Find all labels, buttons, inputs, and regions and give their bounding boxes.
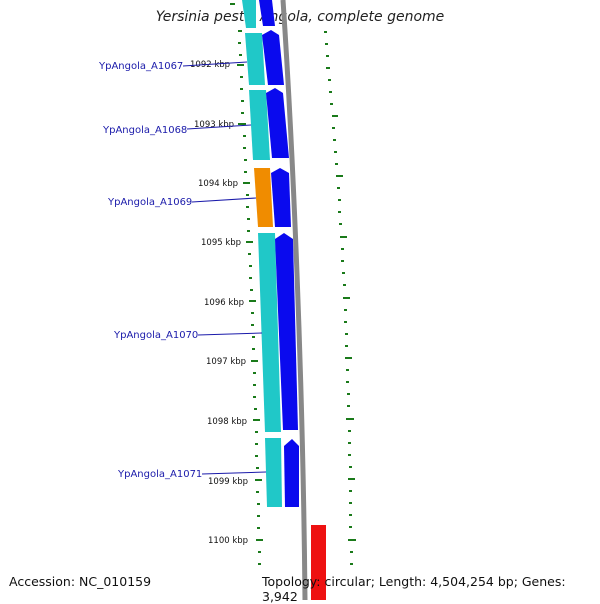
- tick-label: 1096 kbp: [204, 298, 244, 308]
- tick-label: 1095 kbp: [201, 238, 241, 248]
- gene-label-a1067[interactable]: YpAngola_A1067: [98, 61, 183, 72]
- cds-arrow-a1069: [271, 168, 291, 227]
- tick-label: 1100 kbp: [208, 536, 248, 546]
- gene-box-a1069: [254, 168, 273, 227]
- gene-box-a1066-tail: [242, 0, 256, 28]
- gene-leader-line: [197, 332, 263, 336]
- gene-box-a1071: [265, 438, 282, 507]
- gene-leader-line: [191, 197, 257, 203]
- gene-leader-line: [186, 124, 252, 130]
- kbp-ticks: 1092 kbp 1093 kbp 1094 kbp 1095 kbp 1096…: [190, 60, 248, 546]
- map-title: Yersinia pestis Angola, complete genome: [155, 9, 445, 25]
- cds-arrow-a1070: [275, 233, 298, 430]
- red-feature-block: [311, 525, 326, 600]
- gene-leader-line: [201, 471, 267, 475]
- cds-arrow-track: [259, 0, 299, 507]
- gc-skew-marks-left: [230, 3, 263, 565]
- tick-label: 1097 kbp: [206, 357, 246, 367]
- gene-label-a1068[interactable]: YpAngola_A1068: [102, 125, 187, 136]
- tick-label: 1093 kbp: [194, 120, 234, 130]
- genome-backbone: [280, 0, 308, 600]
- gene-label-a1070[interactable]: YpAngola_A1070: [113, 330, 198, 341]
- accession-text: Accession: NC_010159: [9, 574, 152, 589]
- cds-arrow-a1068: [266, 88, 289, 158]
- gene-box-a1067: [245, 33, 265, 85]
- tick-label: 1099 kbp: [208, 477, 248, 487]
- gene-box-a1070: [258, 233, 281, 432]
- tick-label: 1094 kbp: [198, 179, 238, 189]
- gc-content-marks-right: [324, 31, 356, 565]
- cds-arrow-a1066: [259, 0, 275, 26]
- cds-arrow-a1071: [284, 439, 299, 507]
- tick-label: 1098 kbp: [207, 417, 247, 427]
- gene-track: [242, 0, 282, 507]
- cds-arrow-a1067: [262, 30, 284, 85]
- gene-leader-line: [182, 61, 248, 67]
- gene-box-a1068: [249, 90, 270, 160]
- gene-label-a1071[interactable]: YpAngola_A1071: [117, 469, 202, 480]
- gene-label-a1069[interactable]: YpAngola_A1069: [107, 197, 192, 208]
- gene-labels: YpAngola_A1067 YpAngola_A1068 YpAngola_A…: [98, 61, 267, 480]
- tick-label: 1092 kbp: [190, 60, 230, 70]
